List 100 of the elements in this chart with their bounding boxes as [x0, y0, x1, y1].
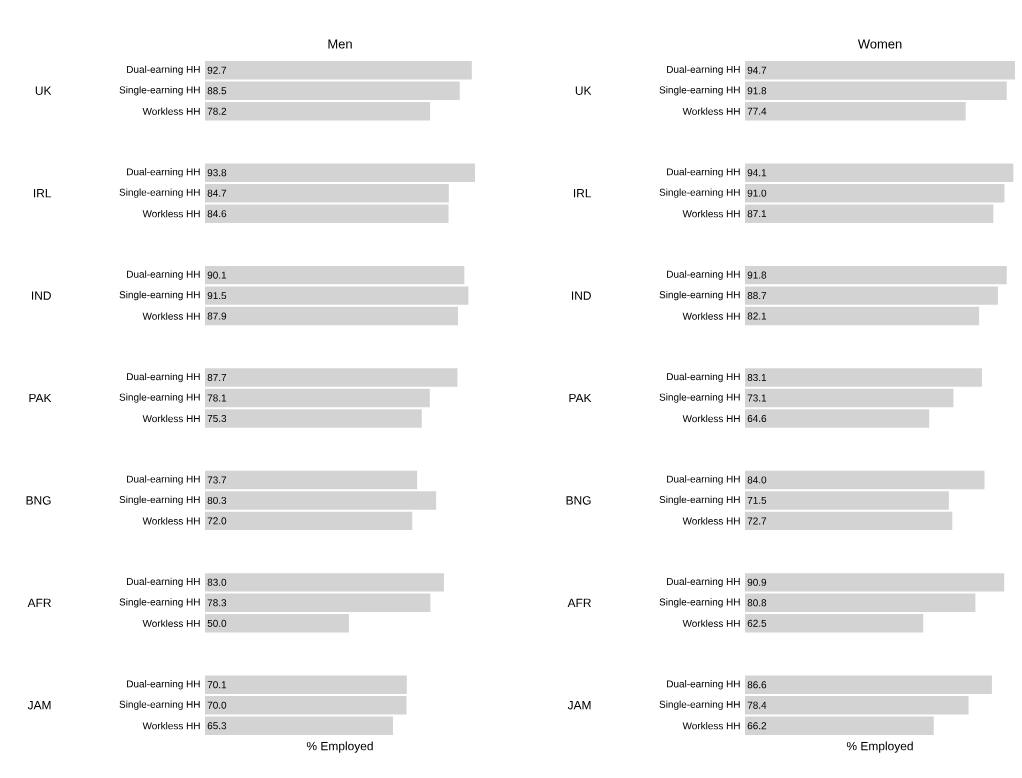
text: UK — [35, 86, 52, 95]
data-label: 87.7 — [207, 374, 227, 382]
bar — [205, 183, 449, 203]
y-tick-label: Workless HH — [682, 722, 740, 730]
y-tick-label: Dual-earning HH — [667, 168, 740, 178]
y-tick-label: Single-earning HH — [119, 700, 200, 710]
y-tick-label: Workless HH — [682, 107, 740, 115]
bar — [205, 102, 431, 121]
data-label: 80.8 — [747, 599, 767, 607]
y-tick-label: Dual-earning HH — [667, 65, 740, 75]
bar — [205, 675, 407, 694]
bar — [745, 183, 1005, 203]
bar — [745, 81, 1007, 100]
x-axis-title: % Employed — [846, 741, 913, 753]
chart-title: Men — [328, 39, 352, 49]
data-label: 83.0 — [207, 578, 227, 586]
bar — [745, 388, 954, 408]
bar — [205, 573, 444, 592]
bar — [745, 716, 934, 735]
bar — [205, 286, 469, 305]
y-tick-label: Workless HH — [142, 210, 200, 218]
y-tick-label: Dual-earning HH — [127, 680, 200, 690]
y-tick-label: Single-earning HH — [119, 495, 200, 506]
text: BNG — [566, 496, 591, 505]
data-label: 94.7 — [747, 66, 767, 74]
bar — [205, 163, 475, 182]
data-label: 78.1 — [207, 394, 227, 402]
text: IRL — [33, 189, 52, 198]
y-tick-label: Single-earning HH — [659, 393, 740, 403]
bar — [205, 368, 458, 387]
bar — [745, 306, 980, 326]
bar — [745, 265, 1007, 285]
data-label: 87.9 — [207, 312, 227, 320]
data-label: 78.2 — [207, 107, 227, 115]
bar — [205, 265, 465, 285]
data-label: 91.0 — [747, 189, 767, 197]
y-tick-label: Single-earning HH — [659, 495, 740, 506]
y-tick-label: Single-earning HH — [119, 188, 200, 198]
bar — [745, 470, 985, 490]
bar — [205, 593, 431, 613]
data-label: 80.3 — [207, 496, 227, 504]
bar — [745, 204, 994, 223]
bar — [745, 614, 924, 633]
data-label: 93.8 — [207, 169, 227, 177]
bar — [205, 470, 418, 490]
y-tick-label: Single-earning HH — [659, 188, 740, 198]
text: PAK — [29, 393, 52, 403]
data-label: 84.0 — [747, 476, 767, 484]
y-tick-label: Dual-earning HH — [667, 577, 740, 587]
data-label: 70.0 — [207, 701, 227, 709]
data-label: 71.5 — [747, 496, 767, 504]
bar — [205, 614, 349, 633]
y-tick-label: Workless HH — [682, 619, 740, 627]
y-tick-label: Dual-earning HH — [127, 168, 200, 178]
data-label: 73.7 — [207, 476, 227, 484]
bar — [745, 675, 992, 694]
y-tick-label: Single-earning HH — [119, 393, 200, 403]
data-label: 88.5 — [207, 87, 227, 95]
bar — [205, 716, 393, 735]
data-label: 84.6 — [207, 210, 227, 218]
bar — [205, 696, 407, 715]
y-tick-label: Workless HH — [142, 312, 200, 320]
bar — [745, 61, 1016, 80]
y-tick-label: Single-earning HH — [659, 290, 740, 301]
data-label: 64.6 — [747, 414, 767, 423]
y-tick-label: Workless HH — [142, 517, 200, 525]
y-tick-label: Dual-earning HH — [667, 270, 740, 280]
data-label: 84.7 — [207, 189, 227, 197]
data-label: 83.1 — [747, 374, 767, 382]
bar — [205, 81, 460, 100]
y-tick-label: Workless HH — [142, 722, 200, 730]
x-axis-title: % Employed — [306, 741, 373, 753]
y-tick-label: Workless HH — [682, 517, 740, 525]
y-tick-label: Single-earning HH — [119, 290, 200, 301]
bar — [745, 696, 969, 715]
text: JAM — [567, 701, 591, 710]
y-tick-label: Dual-earning HH — [127, 577, 200, 587]
y-tick-label: Workless HH — [682, 312, 740, 320]
text: AFR — [27, 598, 51, 607]
bar — [745, 286, 998, 305]
bar — [745, 511, 953, 531]
bar — [745, 368, 982, 387]
data-label: 91.5 — [207, 292, 227, 300]
text: IRL — [573, 189, 592, 198]
bar — [745, 491, 949, 510]
y-tick-label: Single-earning HH — [119, 598, 200, 608]
data-label: 50.0 — [207, 619, 227, 627]
bar — [205, 388, 430, 408]
y-tick-label: Workless HH — [682, 414, 740, 423]
y-tick-label: Dual-earning HH — [127, 270, 200, 280]
text: UK — [575, 86, 592, 95]
y-tick-label: Single-earning HH — [659, 86, 740, 96]
y-tick-label: Single-earning HH — [659, 598, 740, 608]
bar — [205, 491, 437, 510]
bar — [205, 61, 472, 80]
y-tick-label: Workless HH — [142, 619, 200, 627]
bar — [205, 409, 422, 428]
y-tick-label: Workless HH — [682, 210, 740, 218]
data-label: 86.6 — [747, 681, 767, 689]
data-label: 77.4 — [747, 107, 767, 115]
